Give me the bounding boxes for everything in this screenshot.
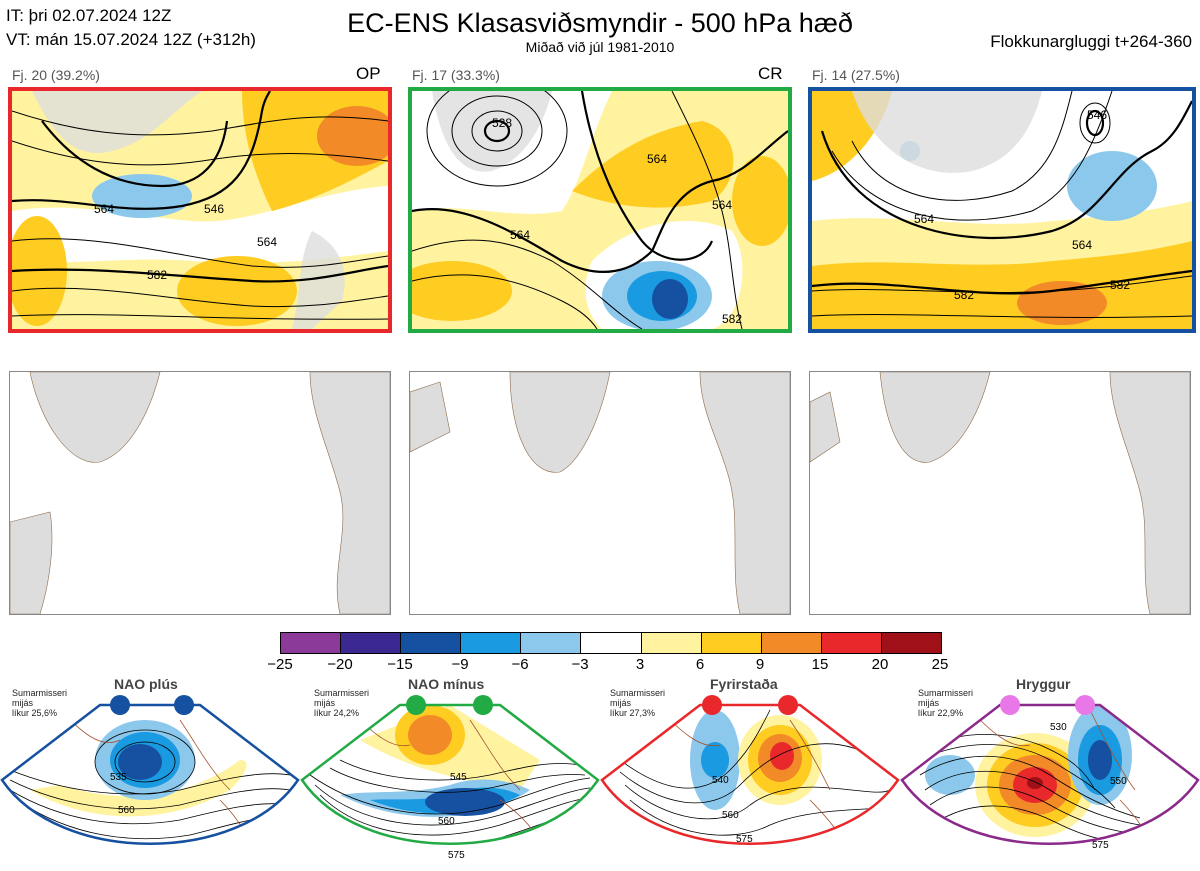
colorbar-bin xyxy=(520,633,581,653)
cluster-3-label: Fj. 14 (27.5%) xyxy=(812,67,900,83)
regime-2-map: 545 560 575 xyxy=(300,690,600,870)
page-title: EC-ENS Klasasviðsmyndir - 500 hPa hæð xyxy=(347,8,853,38)
cluster-2-contour-label: 564 xyxy=(712,198,732,212)
regime-3-title: Fyrirstaða xyxy=(710,676,778,692)
colorbar-tick: 9 xyxy=(755,656,765,673)
colorbar-bin xyxy=(880,633,942,653)
cluster-2-contour-label: 582 xyxy=(722,312,742,326)
colorbar-tick: 20 xyxy=(871,656,889,673)
regime-4-note: Sumarmisseri mijás líkur 22,9% xyxy=(918,688,974,718)
colorbar-tick: −25 xyxy=(267,656,293,673)
regime-3-contour-label: 560 xyxy=(722,810,739,821)
regime-4-contour-label: 550 xyxy=(1110,776,1127,787)
cluster-3-map: 564 546 564 582 582 xyxy=(808,87,1196,333)
colorbar-bin xyxy=(760,633,821,653)
colorbar xyxy=(280,632,942,654)
regime-2-title: NAO mínus xyxy=(408,676,485,692)
empty-basemap-1 xyxy=(9,371,391,615)
colorbar-bin xyxy=(700,633,761,653)
colorbar-tick: 15 xyxy=(811,656,829,673)
page-subtitle: Miðað við júl 1981-2010 xyxy=(525,39,675,55)
regime-3-contour-label: 540 xyxy=(712,775,729,786)
regime-2-note: Sumarmisseri mijás líkur 24,2% xyxy=(314,688,370,718)
cluster-1-contour-label: 546 xyxy=(204,202,224,216)
colorbar-tick: −3 xyxy=(571,656,589,673)
cluster-1-contour-label: 564 xyxy=(94,202,114,216)
regime-3-contour-label: 575 xyxy=(736,834,753,845)
colorbar-bin xyxy=(460,633,521,653)
cluster-1-contour-label: 582 xyxy=(147,268,167,282)
colorbar-bin xyxy=(640,633,701,653)
colorbar-bin xyxy=(340,633,401,653)
regime-4-contour-label: 575 xyxy=(1092,840,1109,851)
regime-3-note: Sumarmisseri mijás líkur 27,3% xyxy=(610,688,666,718)
cluster-2-label: Fj. 17 (33.3%) xyxy=(412,67,500,83)
regime-1-contour-label: 535 xyxy=(110,772,127,783)
initial-time: IT: þri 02.07.2024 12Z xyxy=(6,6,172,25)
cluster-1-map: 564 546 582 564 xyxy=(8,87,392,333)
regime-1-contour-label: 560 xyxy=(118,805,135,816)
cluster-2-contour-label: 528 xyxy=(492,116,512,130)
cluster-3-contour-label: 582 xyxy=(1110,278,1130,292)
colorbar-bin xyxy=(400,633,461,653)
cluster-2-contour-label: 564 xyxy=(510,228,530,242)
regime-4-title: Hryggur xyxy=(1016,676,1071,692)
cluster-2-map: 528 564 564 564 582 xyxy=(408,87,792,333)
colorbar-tick: 25 xyxy=(931,656,949,673)
colorbar-tick: −20 xyxy=(327,656,353,673)
colorbar-bin xyxy=(820,633,881,653)
regime-2-contour-label: 575 xyxy=(448,850,465,861)
regime-2-contour-label: 560 xyxy=(438,816,455,827)
cluster-3-contour-label: 546 xyxy=(1087,108,1107,122)
cluster-3-contour-label: 564 xyxy=(914,212,934,226)
cluster-1-tag: OP xyxy=(356,64,381,83)
colorbar-tick: 3 xyxy=(635,656,645,673)
regime-3-map: 540 560 575 xyxy=(600,690,900,870)
cluster-1-contour-label: 564 xyxy=(257,235,277,249)
colorbar-bin xyxy=(281,633,341,653)
regime-1-map: 535 560 xyxy=(0,690,300,870)
regime-2-contour-label: 545 xyxy=(450,772,467,783)
cluster-2-tag: CR xyxy=(758,64,783,83)
classification-window: Flokkunargluggi t+264-360 xyxy=(990,32,1192,51)
colorbar-tick: −15 xyxy=(387,656,413,673)
cluster-2-contour-label: 564 xyxy=(647,152,667,166)
empty-basemap-2 xyxy=(409,371,791,615)
regime-1-title: NAO plús xyxy=(114,676,178,692)
regime-4-map: 530 550 575 xyxy=(900,690,1200,870)
cluster-3-contour-label: 582 xyxy=(954,288,974,302)
cluster-1-label: Fj. 20 (39.2%) xyxy=(12,67,100,83)
cluster-3-contour-label: 564 xyxy=(1072,238,1092,252)
regime-4-contour-label: 530 xyxy=(1050,722,1067,733)
colorbar-tick: −9 xyxy=(451,656,469,673)
empty-basemap-3 xyxy=(809,371,1191,615)
regime-1-note: Sumarmisseri mijás líkur 25,6% xyxy=(12,688,68,718)
colorbar-tick: −6 xyxy=(511,656,529,673)
colorbar-tick: 6 xyxy=(695,656,705,673)
colorbar-bin xyxy=(580,633,641,653)
valid-time: VT: mán 15.07.2024 12Z (+312h) xyxy=(6,30,256,49)
